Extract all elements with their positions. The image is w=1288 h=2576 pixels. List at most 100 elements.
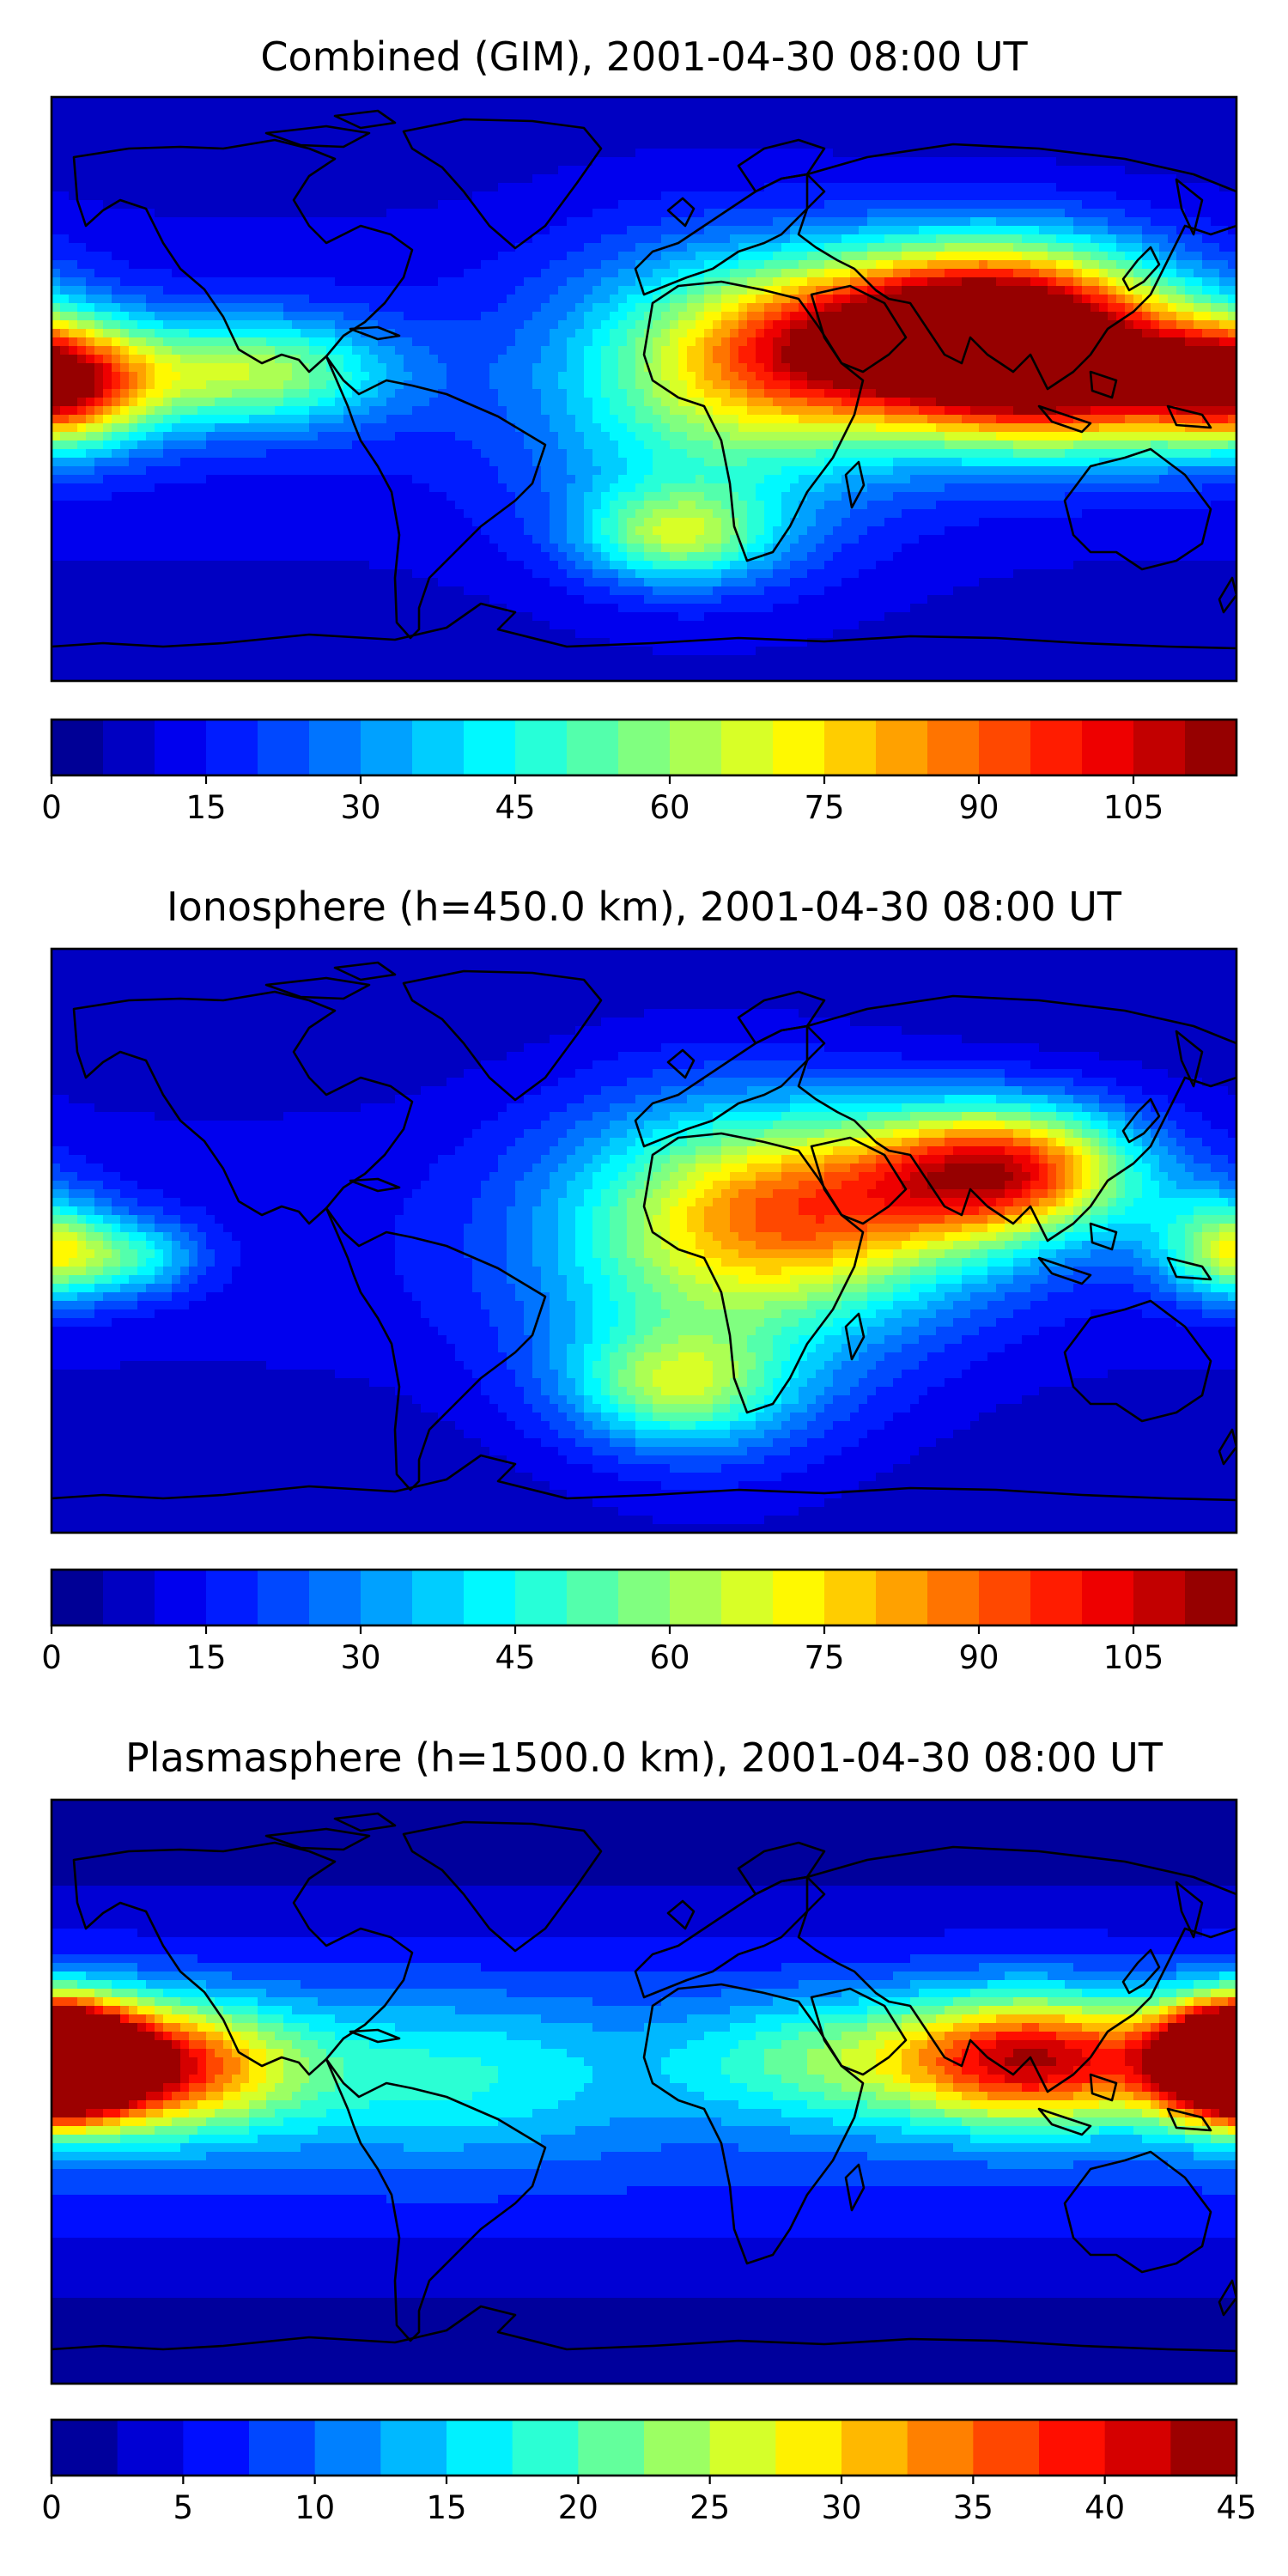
heatmap-cell [378, 252, 387, 261]
heatmap-cell [309, 114, 319, 124]
heatmap-cell [283, 355, 293, 364]
heatmap-cell [781, 312, 791, 321]
heatmap-cell [773, 269, 782, 278]
heatmap-cell [60, 329, 70, 338]
heatmap-cell [266, 209, 276, 218]
heatmap-cell [859, 320, 868, 330]
heatmap-cell [232, 260, 241, 270]
heatmap-cell [232, 252, 241, 261]
heatmap-cell [867, 166, 877, 175]
heatmap-cell [567, 346, 576, 355]
heatmap-cell [240, 303, 250, 313]
heatmap-cell [335, 131, 344, 141]
heatmap-cell [747, 252, 756, 261]
heatmap-cell [146, 320, 155, 330]
heatmap-cell [953, 123, 963, 132]
heatmap-cell [1039, 363, 1048, 373]
heatmap-cell [584, 363, 593, 373]
heatmap-cell [541, 260, 550, 270]
heatmap-cell [386, 149, 396, 158]
heatmap-cell [824, 260, 834, 270]
heatmap-cell [1228, 260, 1236, 270]
heatmap-cell [404, 398, 413, 407]
heatmap-cell [781, 346, 791, 355]
heatmap-cell [550, 226, 559, 235]
heatmap-cell [747, 312, 756, 321]
heatmap-cell [352, 320, 361, 330]
heatmap-cell [438, 286, 447, 295]
heatmap-cell [1133, 200, 1143, 210]
heatmap-cell [730, 355, 739, 364]
heatmap-cell [1091, 106, 1100, 115]
heatmap-cell [386, 252, 396, 261]
heatmap-cell [558, 346, 568, 355]
heatmap-cell [721, 174, 731, 184]
heatmap-cell [601, 234, 611, 244]
heatmap-cell [146, 166, 155, 175]
heatmap-cell [610, 243, 619, 252]
heatmap-cell [318, 174, 327, 184]
heatmap-cell [687, 217, 696, 227]
heatmap-cell [696, 200, 705, 210]
heatmap-cell [309, 106, 319, 115]
heatmap-cell [1073, 320, 1083, 330]
heatmap-cell [850, 380, 860, 390]
heatmap-cell [283, 277, 293, 287]
heatmap-cell [841, 217, 851, 227]
heatmap-cell [756, 269, 765, 278]
heatmap-cell [1030, 114, 1040, 124]
heatmap-cell [146, 123, 155, 132]
heatmap-cell [240, 337, 250, 347]
heatmap-cell [558, 123, 568, 132]
heatmap-cell [155, 106, 164, 115]
heatmap-cell [1125, 252, 1134, 261]
heatmap-cell [996, 226, 1005, 235]
heatmap-cell [1211, 260, 1220, 270]
heatmap-cell [996, 372, 1005, 381]
heatmap-cell [859, 234, 868, 244]
heatmap-cell [112, 243, 121, 252]
heatmap-cell [1142, 183, 1151, 192]
heatmap-cell [635, 346, 645, 355]
heatmap-cell [60, 183, 70, 192]
heatmap-cell [361, 157, 370, 167]
heatmap-cell [1108, 346, 1117, 355]
heatmap-cell [1219, 277, 1229, 287]
heatmap-cell [1039, 97, 1048, 106]
heatmap-cell [361, 337, 370, 347]
heatmap-cell [94, 252, 104, 261]
heatmap-cell [489, 149, 499, 158]
heatmap-cell [756, 252, 765, 261]
heatmap-cell [386, 346, 396, 355]
heatmap-cell [283, 398, 293, 407]
heatmap-cell [524, 380, 533, 390]
heatmap-cell [884, 303, 894, 313]
heatmap-cell [704, 337, 714, 347]
heatmap-cell [507, 217, 516, 227]
heatmap-cell [730, 157, 739, 167]
heatmap-cell [489, 355, 499, 364]
heatmap-cell [292, 123, 301, 132]
heatmap-cell [1185, 346, 1194, 355]
heatmap-cell [1151, 337, 1160, 347]
heatmap-cell [627, 355, 636, 364]
heatmap-cell [60, 252, 70, 261]
heatmap-cell [558, 329, 568, 338]
heatmap-cell [1056, 183, 1066, 192]
heatmap-cell [1202, 286, 1212, 295]
heatmap-cell [618, 303, 628, 313]
heatmap-cell [309, 174, 319, 184]
heatmap-cell [232, 183, 241, 192]
heatmap-cell [833, 346, 842, 355]
heatmap-cell [644, 140, 653, 149]
heatmap-cell [1116, 191, 1126, 201]
heatmap-cell [378, 277, 387, 287]
heatmap-cell [867, 123, 877, 132]
heatmap-cell [1082, 260, 1091, 270]
heatmap-cell [902, 234, 911, 244]
heatmap-cell [455, 149, 465, 158]
heatmap-cell [404, 320, 413, 330]
heatmap-cell [953, 234, 963, 244]
heatmap-cell [155, 260, 164, 270]
heatmap-cell [704, 269, 714, 278]
